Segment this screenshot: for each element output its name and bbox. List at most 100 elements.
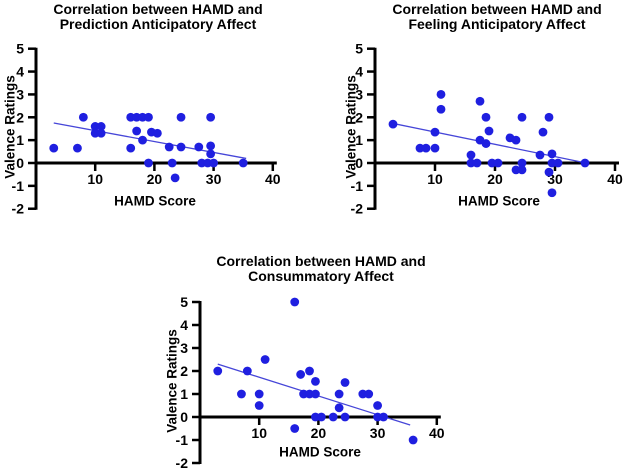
data-point xyxy=(484,126,494,136)
data-point xyxy=(472,158,482,168)
data-point xyxy=(517,112,527,122)
x-tick-label: 40 xyxy=(429,425,445,441)
chart-hamd-prediction-anticipatory: Correlation between HAMD and Prediction … xyxy=(0,0,310,232)
data-point xyxy=(96,128,106,138)
data-point xyxy=(290,297,300,307)
data-point xyxy=(535,150,545,160)
x-axis-label: HAMD Score xyxy=(114,193,196,209)
data-point xyxy=(206,112,216,122)
data-point xyxy=(144,158,153,168)
data-point xyxy=(511,135,521,145)
data-point xyxy=(164,142,174,152)
data-point xyxy=(254,401,264,410)
y-tick-label: 1 xyxy=(355,132,363,148)
y-tick-label: 3 xyxy=(16,86,24,102)
data-point xyxy=(167,158,177,168)
chart-title-line2: Prediction Anticipatory Affect xyxy=(59,16,257,32)
data-point xyxy=(132,126,142,136)
y-tick-label: 4 xyxy=(180,317,188,333)
data-point xyxy=(364,389,374,399)
y-tick-label: 1 xyxy=(180,386,188,402)
data-point xyxy=(517,158,527,168)
data-point xyxy=(237,389,246,399)
x-tick-label: 20 xyxy=(311,425,327,441)
data-point xyxy=(316,412,326,422)
data-point xyxy=(213,366,223,376)
data-point xyxy=(388,119,398,129)
y-tick-label: 3 xyxy=(355,86,363,102)
y-tick-label: -1 xyxy=(176,432,189,448)
data-point xyxy=(379,412,388,422)
y-tick-label: 0 xyxy=(16,155,24,171)
x-tick-label: 40 xyxy=(265,171,281,187)
data-point xyxy=(260,355,270,364)
y-tick-label: -1 xyxy=(12,178,25,194)
y-tick-label: -2 xyxy=(351,201,364,217)
x-axis-label: HAMD Score xyxy=(279,444,361,460)
data-point xyxy=(481,139,491,148)
data-point xyxy=(194,142,204,152)
data-point xyxy=(544,112,554,122)
data-point xyxy=(78,112,88,122)
y-tick-label: 1 xyxy=(16,132,24,148)
data-point xyxy=(242,366,252,376)
chart-title: Correlation between HAMD and Prediction … xyxy=(53,2,262,32)
data-point xyxy=(430,127,440,137)
y-tick-label: -2 xyxy=(12,201,25,217)
x-tick-label: 30 xyxy=(206,171,222,187)
data-point xyxy=(152,128,162,138)
data-point xyxy=(340,412,350,422)
x-tick-label: 30 xyxy=(370,425,386,441)
chart-title: Correlation between HAMD and Consummator… xyxy=(216,254,425,284)
data-point xyxy=(475,96,485,106)
chart-title-line1: Correlation between HAMD and xyxy=(392,1,602,17)
data-point xyxy=(544,167,554,177)
chart-hamd-consummatory: Correlation between HAMD and Consummator… xyxy=(140,235,485,468)
y-tick-label: -1 xyxy=(351,178,364,194)
data-point xyxy=(553,158,563,168)
x-axis-label: HAMD Score xyxy=(458,193,540,209)
y-tick-label: 2 xyxy=(16,109,24,125)
chart-title-line1: Correlation between HAMD and xyxy=(216,253,426,269)
data-point xyxy=(311,376,320,386)
chart-title: Correlation between HAMD and Feeling Ant… xyxy=(392,2,601,32)
y-tick-label: 5 xyxy=(180,294,188,310)
x-tick-label: 10 xyxy=(87,171,103,187)
y-tick-label: 0 xyxy=(355,155,363,171)
data-point xyxy=(311,389,320,399)
data-point xyxy=(176,142,186,152)
data-point xyxy=(206,141,216,151)
data-point xyxy=(430,143,440,153)
data-point xyxy=(126,143,136,153)
chart-title-line2: Consummatory Affect xyxy=(248,268,394,284)
data-point xyxy=(481,112,491,122)
data-point xyxy=(436,90,446,99)
data-point xyxy=(517,165,527,175)
y-tick-label: 5 xyxy=(16,41,24,57)
data-point xyxy=(144,112,153,122)
data-point xyxy=(138,135,147,145)
data-point xyxy=(73,143,82,153)
data-point xyxy=(334,389,344,399)
x-tick-label: 10 xyxy=(427,171,443,187)
data-point xyxy=(206,149,216,159)
y-tick-label: 3 xyxy=(180,340,188,356)
data-point xyxy=(580,158,590,168)
data-point xyxy=(238,158,248,168)
y-tick-label: 0 xyxy=(180,409,188,425)
data-point xyxy=(547,149,557,159)
chart-title-line1: Correlation between HAMD and xyxy=(53,1,263,17)
data-point xyxy=(493,158,503,168)
data-point xyxy=(328,412,338,422)
data-point xyxy=(96,122,106,131)
data-point xyxy=(176,112,186,122)
x-tick-label: 40 xyxy=(607,171,623,187)
x-tick-label: 10 xyxy=(251,425,267,441)
y-tick-label: 4 xyxy=(16,64,24,80)
data-point xyxy=(170,173,180,183)
data-point xyxy=(547,188,557,198)
